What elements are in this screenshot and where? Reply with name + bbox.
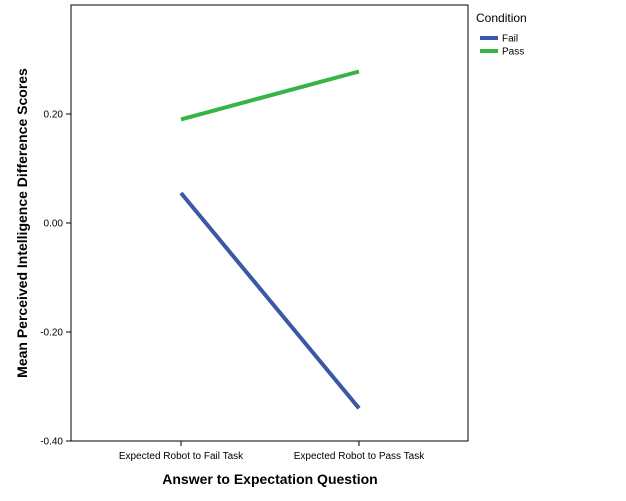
x-axis: Expected Robot to Fail Task Expected Robo… bbox=[119, 441, 425, 462]
legend-label-pass: Pass bbox=[502, 47, 524, 58]
legend: Condition Fail Pass bbox=[476, 11, 527, 58]
series-line-pass bbox=[180, 69, 360, 122]
x-tick-label: Expected Robot to Fail Task bbox=[119, 451, 244, 462]
plot-frame bbox=[70, 4, 469, 442]
y-axis: -0.40 -0.20 0.00 0.20 bbox=[40, 110, 71, 448]
legend-title: Condition bbox=[476, 11, 527, 25]
legend-label-fail: Fail bbox=[502, 34, 518, 45]
series-lines bbox=[179, 69, 361, 410]
y-tick-label: -0.40 bbox=[40, 437, 63, 448]
x-axis-title: Answer to Expectation Question bbox=[162, 471, 377, 487]
y-tick-label: 0.20 bbox=[44, 110, 64, 121]
y-tick-label: 0.00 bbox=[44, 219, 64, 230]
y-axis-title: Mean Perceived Intelligence Difference S… bbox=[14, 68, 30, 378]
x-tick-label: Expected Robot to Pass Task bbox=[294, 451, 425, 462]
series-line-fail bbox=[179, 191, 361, 410]
y-tick-label: -0.20 bbox=[40, 328, 63, 339]
